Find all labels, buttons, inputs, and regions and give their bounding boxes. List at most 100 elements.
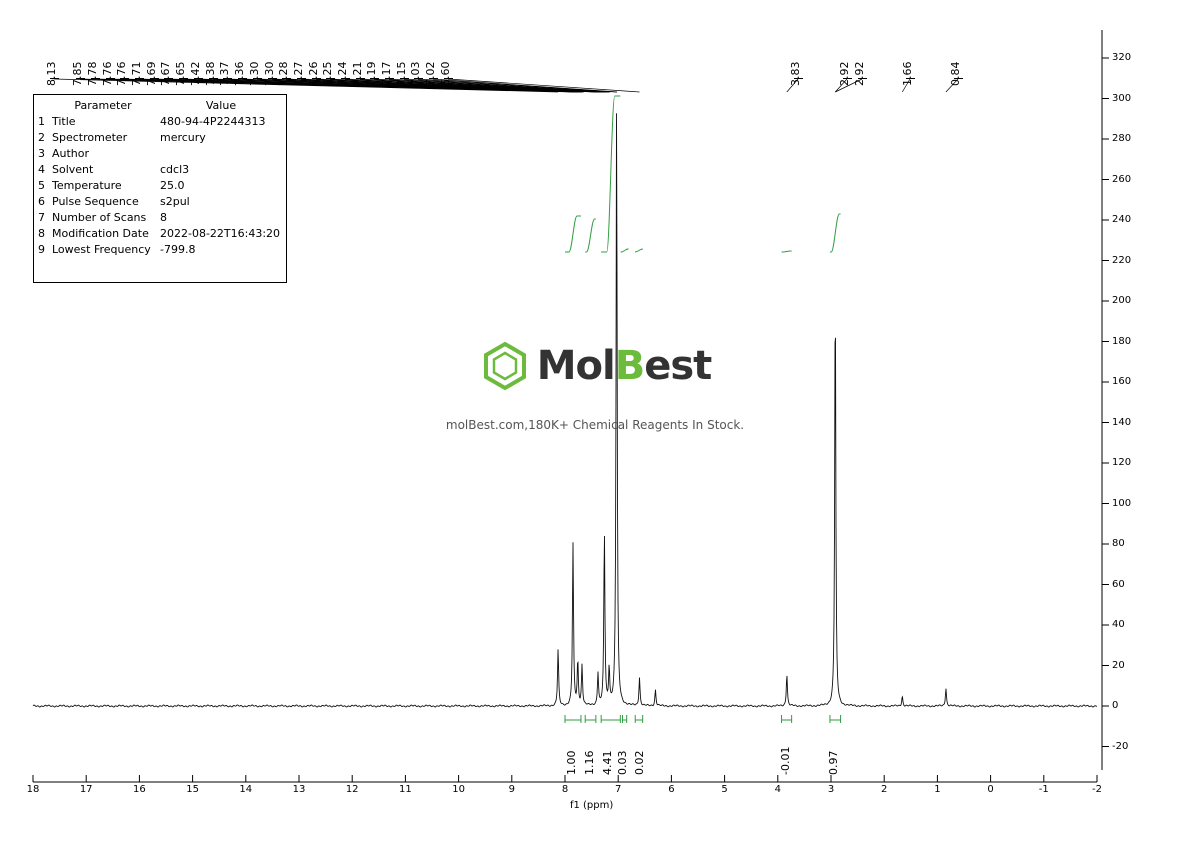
peak-leader-tick [282,78,291,79]
peak-leader-tick [179,78,188,79]
param-value: mercury [160,131,206,144]
parameter-table-body: Parameter Value 1 Title 480-94-4P2244313… [34,98,286,258]
peak-leader-tick [794,78,803,79]
table-row: 4 Solvent cdcl3 [34,162,286,178]
spectrum-trace [32,113,1098,708]
peak-leader-tick [297,78,306,79]
x-tick-label: 11 [399,784,412,795]
y-tick-label: 280 [1112,133,1132,144]
peak-leader-tick [356,78,365,79]
integral-range-mark [600,715,621,723]
integral-range-mark [621,715,628,723]
integral-value-label: 4.41 [601,750,615,776]
peak-leader-lines [53,78,959,93]
peak-leader-tick [414,78,423,79]
integral-curve [781,250,792,253]
peak-leader-tick [341,78,350,79]
peak-leader-tick [209,78,218,79]
param-index: 2 [38,131,45,144]
watermark-brand: MolBest [537,343,713,389]
param-name: Temperature [52,179,122,192]
param-name: Lowest Frequency [52,243,151,256]
peak-leader-tick [268,78,277,79]
param-index: 9 [38,243,45,256]
x-tick-label: 0 [987,784,994,795]
y-tick-label: 240 [1112,214,1132,225]
table-row: 2 Spectrometer mercury [34,130,286,146]
peak-leader-tick [223,78,232,79]
y-tick-label: 120 [1112,457,1132,468]
x-tick-label: 17 [79,784,93,795]
param-value [156,146,286,162]
y-tick-label: 140 [1112,416,1132,428]
param-value: s2pul [160,195,190,208]
integral-curve [585,218,596,253]
x-tick-label: -1 [1038,784,1049,795]
peak-leader-tick [164,78,173,79]
y-tick-label: 80 [1112,538,1125,549]
peak-leader-tick [370,78,379,79]
x-tick-label: 15 [186,784,199,795]
y-tick-label: 60 [1112,578,1125,590]
x-axis-title: f1 (ppm) [569,800,614,811]
hexagon-benzene-icon [479,340,531,392]
peak-leader-tick [906,78,915,79]
param-index: 8 [38,227,45,240]
integral-value-label: 0.02 [632,750,646,776]
param-name-header: Parameter [74,99,132,112]
table-row: 6 Pulse Sequence s2pul [34,194,286,210]
x-tick-label: 18 [26,784,40,795]
param-name: Spectrometer [52,131,128,144]
y-tick-label: 100 [1112,497,1132,509]
param-value: cdcl3 [160,163,190,176]
y-tick-label: 200 [1112,295,1132,306]
integral-curve [565,215,581,253]
peak-leader-tick [238,78,247,79]
table-row: 9 Lowest Frequency -799.8 [34,242,286,258]
axis-group [32,30,1109,783]
integral-curve [601,95,621,253]
integral-curve [620,248,629,253]
peak-leader-tick [50,78,59,79]
watermark-brand-part2: B [614,343,645,389]
y-tick-label: 320 [1112,52,1132,63]
watermark-brand-part3: est [644,343,712,389]
integral-value-label: 1.16 [582,750,596,776]
y-tick-label: 220 [1112,254,1132,266]
param-name: Author [52,147,90,160]
y-tick-label: 180 [1112,335,1132,347]
param-index: 4 [38,163,45,176]
param-index: 5 [38,179,45,192]
peak-leader-tick [253,78,262,79]
peak-leader-tick [326,78,335,79]
peak-leader-tick [91,78,100,79]
table-row: 3 Author [34,146,286,162]
y-tick-label: 300 [1112,92,1132,104]
integral-range-mark [634,715,644,723]
y-tick-label: 160 [1112,376,1132,387]
x-tick-label: 9 [508,784,515,795]
param-value: 25.0 [160,179,185,192]
param-index: 3 [38,147,45,160]
x-tick-label: 12 [345,784,359,795]
peak-leader-tick [954,78,963,79]
param-value: 480-94-4P2244313 [160,115,266,128]
x-tick-label: 4 [774,784,781,795]
peak-leader-tick [106,78,115,79]
peak-leader-tick [858,78,867,79]
param-name: Title [52,115,76,128]
x-tick-label: 14 [239,784,253,795]
param-value: 2022-08-22T16:43:20 [160,227,281,240]
x-tick-label: 8 [561,784,569,795]
param-value: 8 [160,211,167,224]
peak-leader-tick [312,78,321,79]
integral-range-mark [564,715,582,723]
y-tick-label: 260 [1112,173,1132,185]
integral-curve [634,248,643,253]
table-row: 7 Number of Scans 8 [34,210,286,226]
integral-marks [564,715,842,723]
x-tick-label: 13 [292,784,306,795]
y-tick-label: 20 [1112,659,1125,671]
peak-leader-tick [76,78,85,79]
